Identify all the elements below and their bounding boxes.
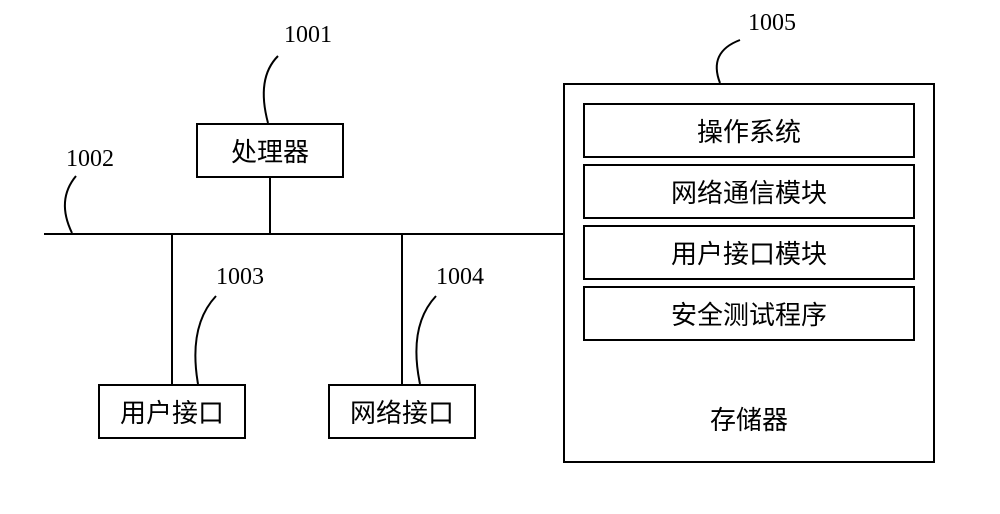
- leader-1005: [0, 0, 1000, 514]
- callout-1005: 1005: [748, 10, 796, 37]
- callout-1005-text: 1005: [748, 10, 796, 36]
